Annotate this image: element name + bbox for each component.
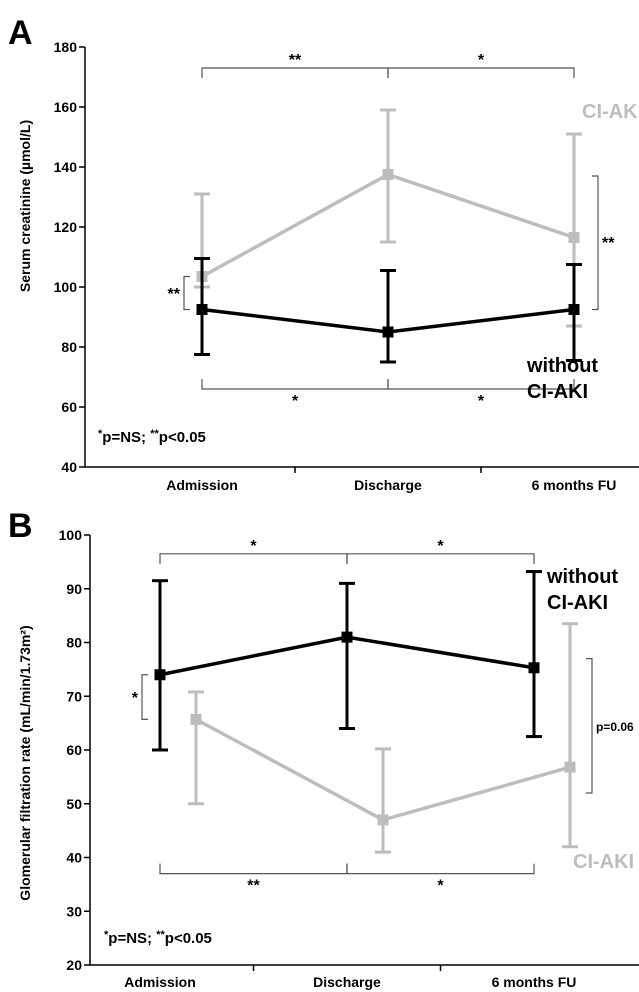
x-tick-label: Admission <box>166 477 238 493</box>
significance-label: p=0.06 <box>596 720 634 734</box>
data-point <box>568 232 580 243</box>
x-tick-label: 6 months FU <box>532 477 617 493</box>
significance-label: * <box>292 393 299 410</box>
panel-b-marks <box>152 570 578 854</box>
panel-b-label-without-1: without <box>546 566 618 588</box>
data-point <box>382 326 394 338</box>
note-text1: p=NS <box>102 429 141 446</box>
x-tick-label: Discharge <box>354 477 422 493</box>
y-tick-label: 50 <box>66 796 82 812</box>
panel-a-label-ciaki: CI-AKI <box>582 101 639 123</box>
significance-bracket <box>141 674 148 720</box>
data-point <box>154 669 166 681</box>
y-tick-label: 120 <box>54 219 78 235</box>
panel-b-label-ciaki: CI-AKI <box>573 851 634 873</box>
panel-b-note: *p=NS; **p<0.05 <box>104 929 212 947</box>
significance-bracket <box>592 175 599 311</box>
panel-a-note: *p=NS; **p<0.05 <box>98 428 206 446</box>
panel-b-letter: B <box>8 507 33 545</box>
y-tick-label: 40 <box>61 459 77 475</box>
panel-a-label-without-1: without <box>526 355 598 377</box>
significance-bracket <box>387 379 575 390</box>
panel-a-letter: A <box>8 14 33 52</box>
data-point <box>568 304 580 315</box>
data-point <box>377 814 389 826</box>
significance-label: * <box>478 393 485 410</box>
note-text2: p<0.05 <box>165 930 212 947</box>
y-tick-label: 180 <box>54 39 78 55</box>
significance-label: ** <box>602 235 615 252</box>
note-star: * <box>98 428 103 440</box>
y-tick-label: 40 <box>66 850 82 866</box>
significance-label: * <box>250 538 257 555</box>
x-tick-label: 6 months FU <box>492 974 577 990</box>
significance-label: * <box>437 538 444 555</box>
panel-b-ylabel: Glomerular filtration rate (mL/min/1.73m… <box>17 625 33 900</box>
y-tick-label: 60 <box>66 742 82 758</box>
significance-bracket <box>159 863 348 875</box>
panel-b-axes: 20 30 40 50 60 70 80 90 100 Admission Discharge 6 m… <box>59 527 639 990</box>
y-tick-label: 80 <box>61 339 77 355</box>
y-tick-label: 60 <box>61 399 77 415</box>
y-tick-label: 20 <box>66 957 82 973</box>
y-tick-label: 160 <box>54 99 78 115</box>
data-point <box>190 713 202 725</box>
panel-a-label-without-2: CI-AKI <box>527 381 588 403</box>
significance-bracket <box>201 67 389 78</box>
significance-bracket <box>346 863 535 875</box>
panel-a: A Serum creatinine (µmol/L) 40 60 80 100 120… <box>8 14 639 493</box>
significance-label: ** <box>289 52 302 69</box>
significance-bracket <box>586 658 593 794</box>
data-point <box>341 631 353 643</box>
y-tick-label: 140 <box>54 159 78 175</box>
panel-b-label-without-2: CI-AKI <box>547 592 608 614</box>
x-tick-label: Discharge <box>313 974 381 990</box>
y-tick-label: 90 <box>66 581 82 597</box>
significance-bracket <box>183 275 190 311</box>
significance-label: ** <box>168 286 181 303</box>
panel-a-axes: 40 60 80 100 120 140 160 180 Admission Discharge 6… <box>54 39 639 493</box>
note-text1: p=NS <box>108 930 147 947</box>
y-tick-label: 70 <box>66 688 82 704</box>
significance-label: * <box>478 52 485 69</box>
panel-b: B Glomerular filtration rate (mL/min/1.7… <box>8 507 639 990</box>
y-tick-label: 80 <box>66 635 82 651</box>
note-sep: ; <box>141 429 150 446</box>
significance-bracket <box>387 67 575 78</box>
data-point <box>382 169 394 180</box>
note-sep: ; <box>147 930 156 947</box>
y-tick-label: 100 <box>59 527 83 543</box>
significance-label: ** <box>247 878 260 895</box>
note-stars: ** <box>156 929 165 941</box>
data-point <box>528 662 540 674</box>
significance-label: * <box>132 690 139 707</box>
panel-a-annotations: ** ** ***** <box>168 52 616 410</box>
data-point <box>196 304 208 315</box>
note-stars: ** <box>150 428 159 440</box>
x-tick-label: Admission <box>124 974 196 990</box>
data-point <box>564 761 576 773</box>
panel-b-annotations: * *** **p=0.06 <box>132 538 634 895</box>
y-tick-label: 100 <box>54 279 78 295</box>
note-star: * <box>104 929 109 941</box>
significance-bracket <box>201 379 389 390</box>
panel-a-ylabel: Serum creatinine (µmol/L) <box>17 120 33 292</box>
note-text2: p<0.05 <box>159 429 206 446</box>
significance-label: * <box>437 878 444 895</box>
significance-bracket <box>159 553 348 564</box>
y-tick-label: 30 <box>66 903 82 919</box>
significance-bracket <box>346 553 535 564</box>
panel-a-marks <box>194 108 582 364</box>
